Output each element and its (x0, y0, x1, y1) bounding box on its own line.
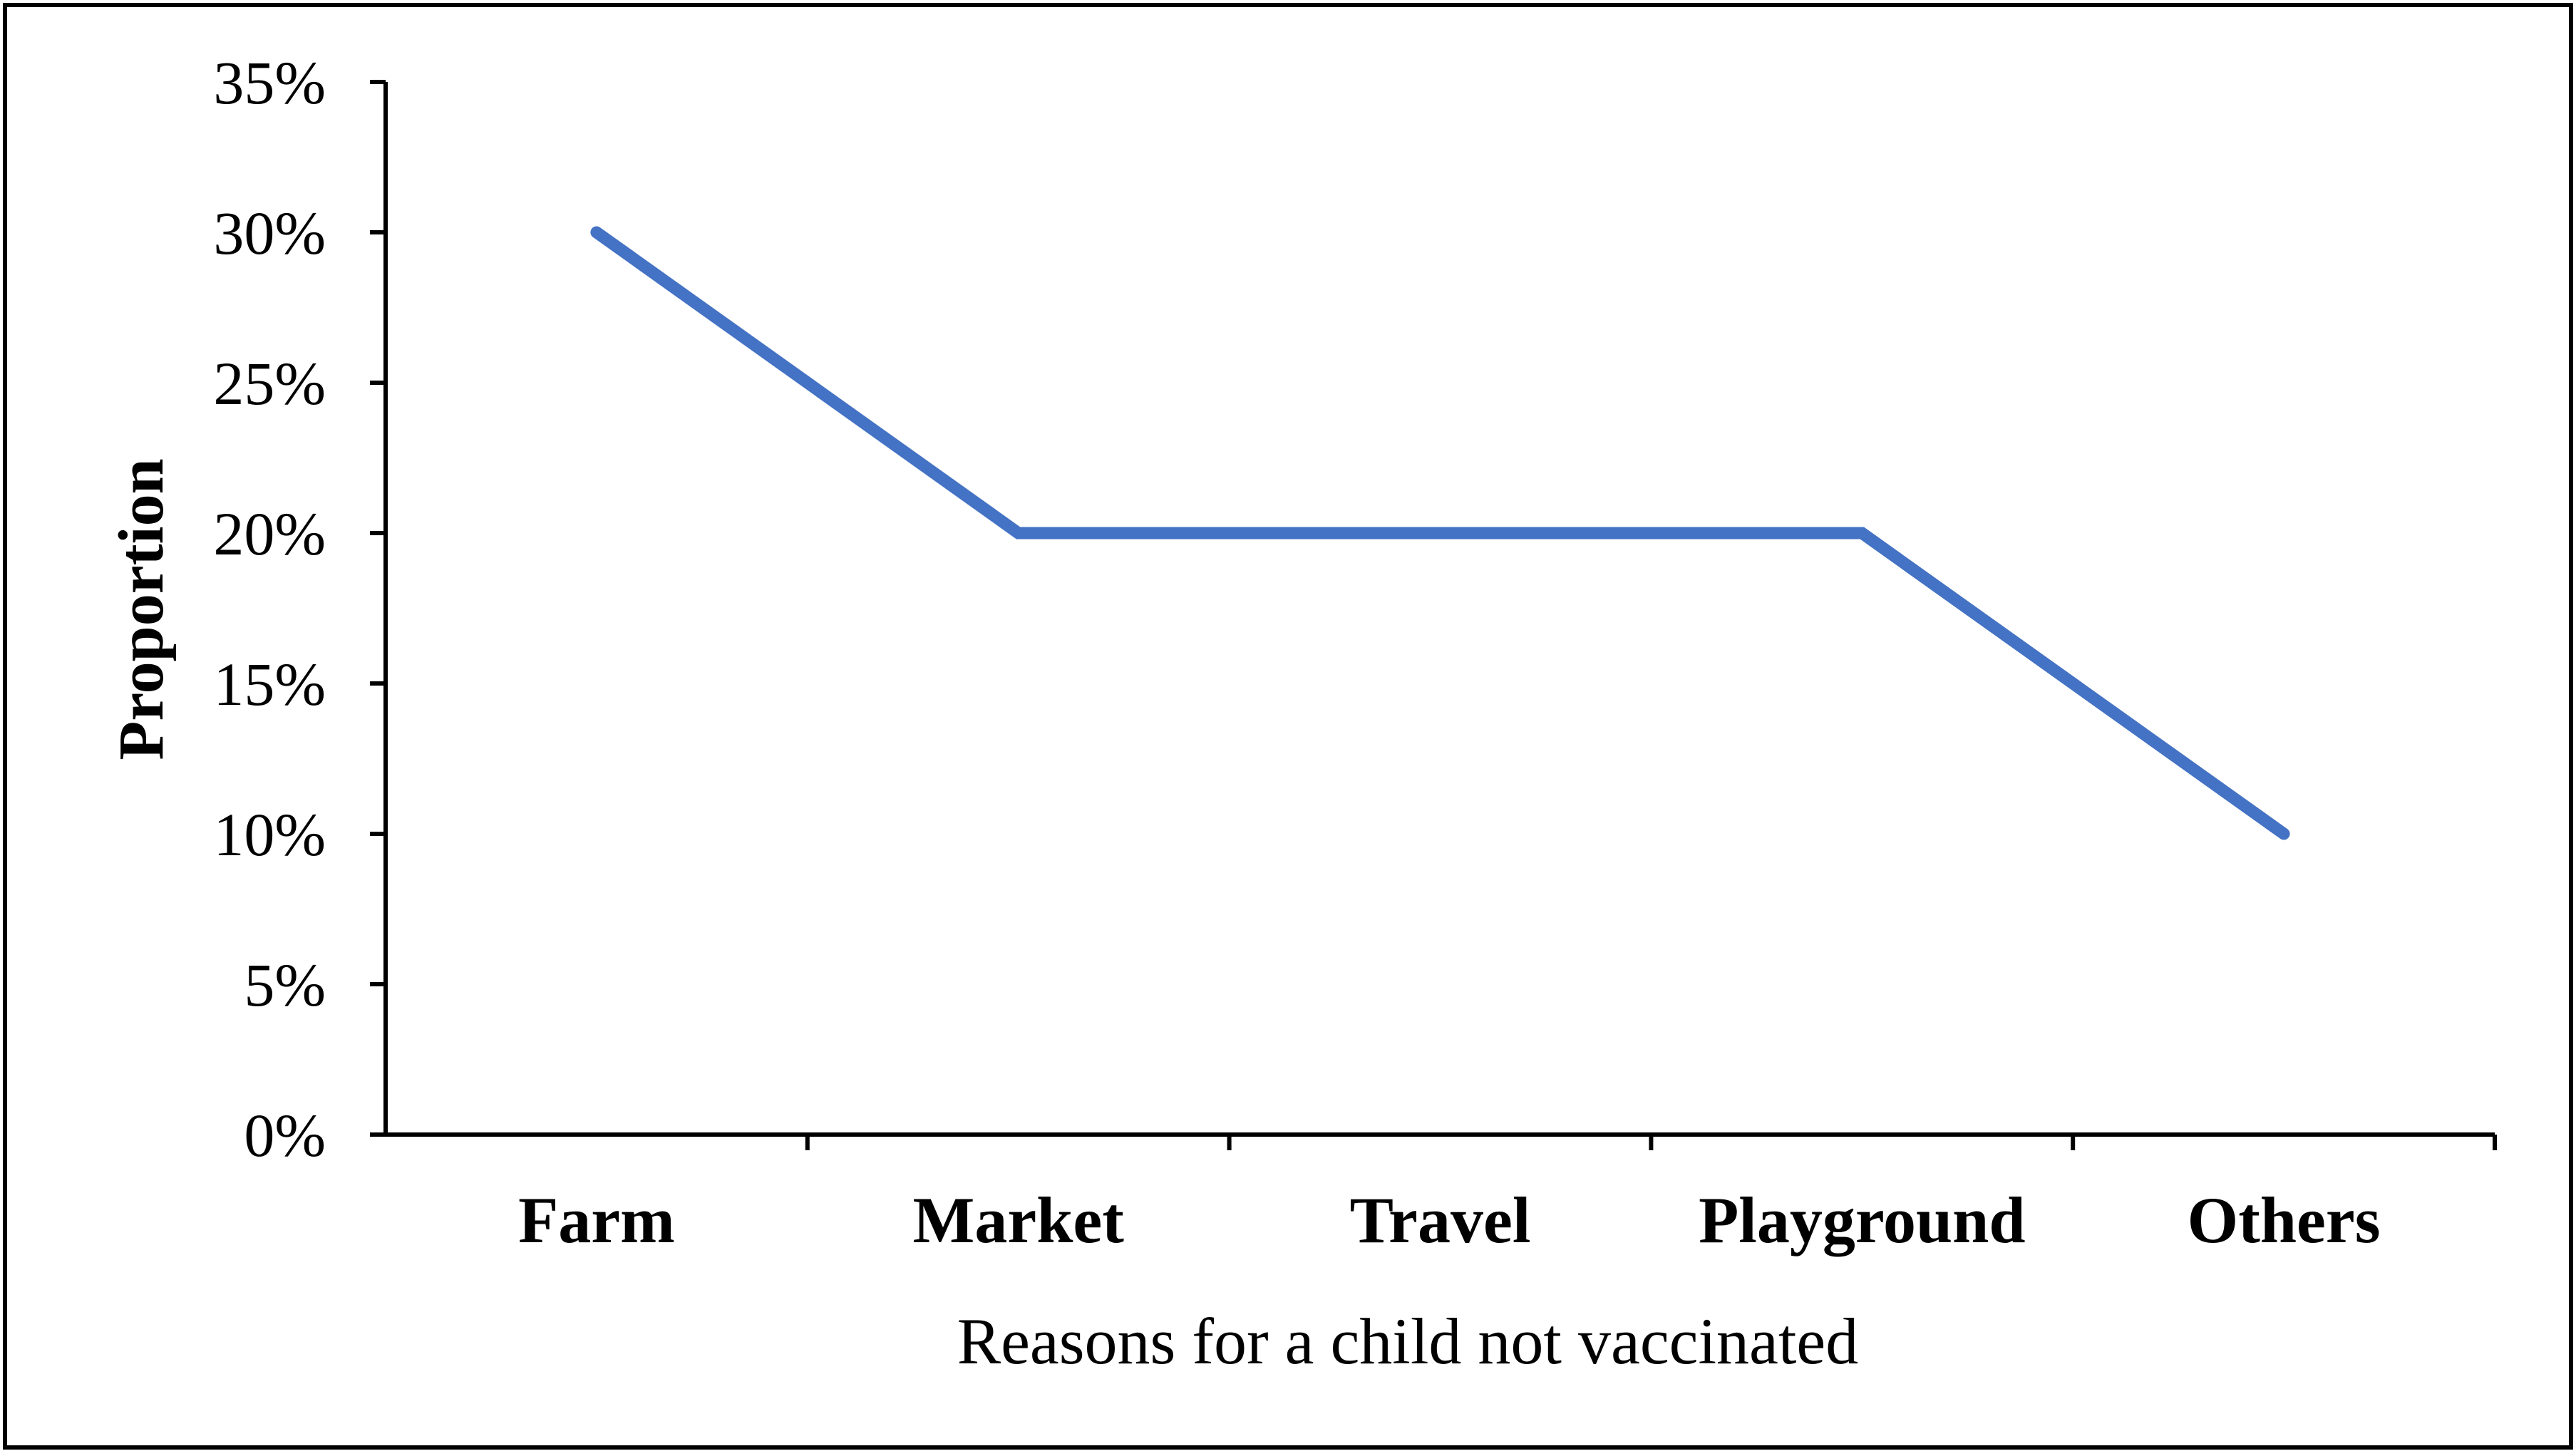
y-tick-label: 20% (213, 500, 326, 568)
y-axis-title: Proportion (106, 458, 177, 760)
y-tick-label: 15% (213, 650, 326, 718)
y-tick-label: 0% (244, 1101, 326, 1170)
y-tick-label: 10% (213, 800, 326, 869)
y-tick-label: 5% (244, 951, 326, 1019)
x-axis-ticks: Farm Market Travel Playground Others (518, 1135, 2497, 1256)
x-tick-label: Playground (1699, 1184, 2025, 1256)
chart-border (3, 3, 2573, 1450)
x-tick-label: Others (2188, 1184, 2381, 1256)
series-layer (590, 226, 2290, 840)
y-tick-label: 25% (213, 349, 326, 418)
x-axis-title: Reasons for a child not vaccinated (957, 1305, 1859, 1378)
x-tick-label: Market (913, 1184, 1125, 1256)
y-tick-label: 30% (213, 199, 326, 267)
series-line (590, 226, 2290, 840)
y-tick-label: 35% (213, 48, 326, 117)
y-axis-ticks: 0% 5% 10% 15% 20% 25% 30% 35% (213, 48, 386, 1170)
x-tick-label: Farm (518, 1184, 675, 1256)
x-tick-label: Travel (1350, 1184, 1531, 1256)
